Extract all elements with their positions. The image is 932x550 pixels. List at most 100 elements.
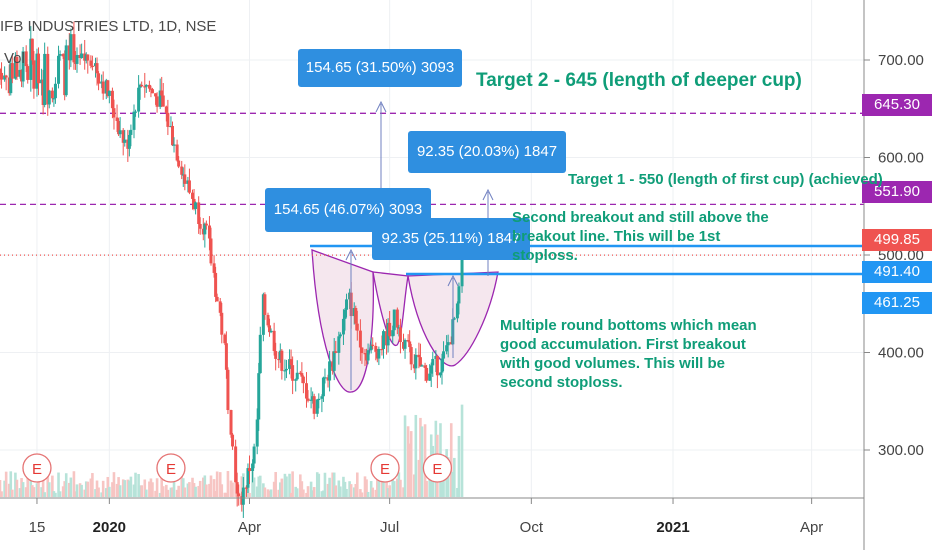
candle-body xyxy=(371,344,375,346)
candle-body xyxy=(244,487,248,489)
volume-bar xyxy=(80,484,83,497)
candle-body xyxy=(386,322,390,346)
volume-bar xyxy=(305,492,308,497)
candle-body xyxy=(218,301,222,313)
volume-bar xyxy=(323,472,327,497)
candle-body xyxy=(345,299,349,310)
volume-bar xyxy=(291,471,294,497)
volume-label: Vol xyxy=(4,50,25,67)
candle-body xyxy=(150,89,154,94)
candle-body xyxy=(449,342,453,345)
volume-bar xyxy=(328,477,331,497)
candle-body xyxy=(375,351,379,359)
candle-body xyxy=(261,294,265,335)
measure-box-2[interactable]: 92.35 (20.03%) 1847 xyxy=(408,131,566,173)
candle-body xyxy=(295,372,299,380)
volume-bar xyxy=(294,486,298,497)
volume-bar xyxy=(453,457,456,497)
volume-bar xyxy=(26,476,30,497)
volume-bar xyxy=(320,491,324,497)
volume-bar xyxy=(214,491,217,497)
candle-body xyxy=(331,361,335,371)
candle-body xyxy=(198,224,202,229)
candle-body xyxy=(429,365,433,374)
candle-body xyxy=(334,351,338,353)
earnings-marker[interactable] xyxy=(156,453,186,483)
candle-body xyxy=(266,314,270,326)
candle-body xyxy=(284,368,288,371)
volume-bar xyxy=(91,473,94,497)
candle-body xyxy=(300,373,304,377)
candle-body xyxy=(209,238,213,264)
candle-body xyxy=(272,330,276,352)
volume-bar xyxy=(138,485,142,497)
candle-body xyxy=(21,51,25,82)
volume-bar xyxy=(215,471,219,497)
volume-bar xyxy=(376,471,379,497)
measure-box-4[interactable]: 92.35 (25.11%) 1847 xyxy=(372,218,530,260)
volume-bar xyxy=(322,490,325,497)
candle-body xyxy=(53,83,57,99)
earnings-marker[interactable] xyxy=(370,453,400,483)
volume-bar xyxy=(3,480,6,497)
candle-body xyxy=(414,354,418,369)
candle-body xyxy=(460,236,464,287)
candle-body xyxy=(18,69,22,77)
candle-body xyxy=(220,312,224,335)
candle-body xyxy=(160,90,164,96)
candle-body xyxy=(298,372,302,374)
candle-body xyxy=(4,75,8,78)
candle-body xyxy=(428,373,432,381)
candle-body xyxy=(417,354,421,358)
candle-body xyxy=(457,286,461,304)
volume-bar xyxy=(295,488,299,497)
candle-body xyxy=(107,90,111,96)
candle-body xyxy=(191,192,195,199)
candle-body xyxy=(360,347,364,354)
volume-bar xyxy=(89,478,93,497)
volume-bar xyxy=(203,475,207,497)
candle-body xyxy=(385,331,389,346)
earnings-marker[interactable] xyxy=(22,453,52,483)
candle-body xyxy=(215,296,219,302)
volume-bars xyxy=(0,404,464,497)
arrow-head-icon xyxy=(447,274,459,287)
candle-body xyxy=(397,327,401,329)
candle-body xyxy=(352,308,356,317)
volume-bar xyxy=(197,485,200,497)
candle-body xyxy=(57,55,61,84)
volume-bar xyxy=(100,492,103,497)
earnings-marker-label: E xyxy=(166,461,176,478)
candle-body xyxy=(67,45,71,61)
volume-bar xyxy=(175,489,179,497)
volume-bar xyxy=(337,480,341,497)
x-tick-label: Apr xyxy=(238,519,261,536)
volume-bar xyxy=(212,479,216,497)
volume-bar xyxy=(408,443,411,497)
volume-bar xyxy=(258,475,262,497)
measure-box-1[interactable]: 154.65 (31.50%) 3093 xyxy=(298,49,462,87)
candle-body xyxy=(328,361,332,381)
earnings-marker[interactable] xyxy=(422,453,453,483)
candle-body xyxy=(127,134,131,149)
volume-bar xyxy=(104,488,108,497)
volume-bar xyxy=(145,489,148,497)
volume-bar xyxy=(354,483,358,497)
candle-body xyxy=(343,309,347,319)
candle-body xyxy=(7,77,11,94)
volume-bar xyxy=(94,489,97,497)
volume-bar xyxy=(29,476,33,497)
candle-body xyxy=(58,54,62,56)
volume-bar xyxy=(46,474,50,497)
volume-bar xyxy=(300,481,304,497)
candle-body xyxy=(224,343,228,370)
candle-body xyxy=(438,372,442,376)
volume-bar xyxy=(101,480,105,497)
candle-body xyxy=(263,294,267,315)
volume-bar xyxy=(266,489,270,497)
candle-body xyxy=(170,125,174,146)
candle-body xyxy=(64,45,68,96)
x-tick-label: 2021 xyxy=(656,519,689,536)
volume-bar xyxy=(43,492,46,497)
